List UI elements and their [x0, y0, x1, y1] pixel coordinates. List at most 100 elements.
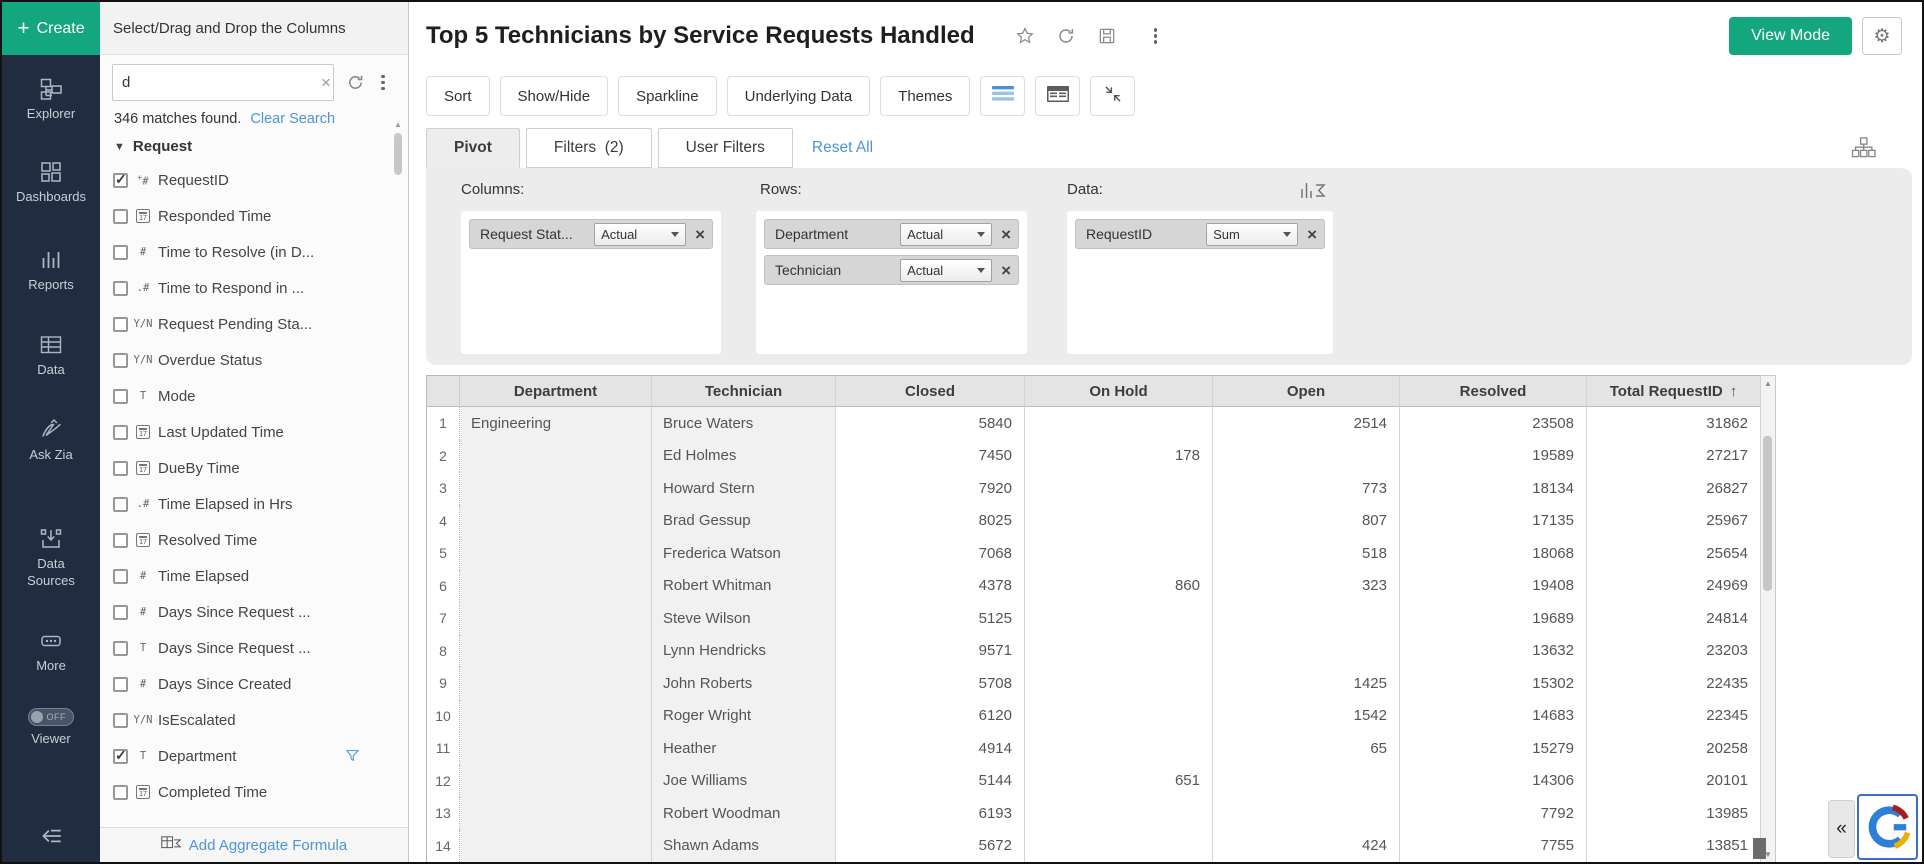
field-checkbox[interactable] [113, 496, 128, 512]
column-header-open[interactable]: Open [1213, 376, 1400, 407]
field-checkbox[interactable] [113, 388, 128, 404]
scroll-thumb[interactable] [394, 133, 402, 175]
panel-menu-icon[interactable] [377, 70, 389, 95]
search-input[interactable] [122, 74, 321, 91]
field-checkbox[interactable] [113, 244, 128, 260]
pivot-field-chip[interactable]: Request Stat... Actual × [469, 219, 713, 249]
field-list-item[interactable]: # Days Since Created [100, 666, 408, 702]
field-checkbox[interactable] [113, 712, 128, 728]
field-list-item[interactable]: .# Time Elapsed in Hrs [100, 486, 408, 522]
search-box[interactable]: × [112, 64, 334, 101]
filter-funnel-icon[interactable] [345, 748, 360, 763]
field-list-item[interactable]: # Time to Resolve (in D... [100, 234, 408, 270]
clear-search-icon[interactable]: × [321, 73, 331, 92]
field-list-item[interactable]: T Days Since Request ... [100, 630, 408, 666]
kebab-menu-icon[interactable] [1150, 24, 1162, 49]
pivot-field-chip[interactable]: Technician Actual × [764, 255, 1019, 285]
field-checkbox[interactable] [113, 532, 128, 548]
field-checkbox[interactable] [113, 316, 128, 332]
field-checkbox[interactable] [113, 424, 128, 440]
collapse-rail-button[interactable] [2, 823, 100, 854]
column-header-technician[interactable]: Technician [652, 376, 836, 407]
grid-view-button[interactable] [980, 76, 1026, 116]
pivot-data-dropzone[interactable]: RequestID Sum × [1067, 211, 1333, 354]
field-list-item[interactable]: T Department [100, 738, 408, 774]
save-icon[interactable] [1097, 26, 1117, 46]
viewer-toggle[interactable]: OFF [28, 708, 74, 726]
scroll-up-icon[interactable]: ▲ [394, 120, 402, 129]
column-header-resolved[interactable]: Resolved [1400, 376, 1587, 407]
create-button[interactable]: + Create [2, 2, 100, 55]
remove-chip-icon[interactable]: × [1001, 260, 1011, 280]
summary-sigma-icon[interactable] [1299, 180, 1327, 201]
sidebar-item-data[interactable]: Data [37, 333, 65, 378]
sidebar-item-explorer[interactable]: Explorer [27, 77, 75, 122]
column-header-on-hold[interactable]: On Hold [1025, 376, 1213, 407]
field-list-item[interactable]: Y/N Request Pending Sta... [100, 306, 408, 342]
sidebar-item-dashboards[interactable]: Dashboards [16, 160, 86, 205]
field-list-item[interactable]: .# Time to Respond in ... [100, 270, 408, 306]
tab-filters[interactable]: Filters (2) [525, 128, 652, 168]
zoho-logo[interactable] [1857, 794, 1918, 860]
column-header-closed[interactable]: Closed [836, 376, 1025, 407]
compact-grid-view-button[interactable] [1035, 76, 1081, 116]
remove-chip-icon[interactable]: × [1001, 224, 1011, 244]
collapse-panel-button[interactable]: « [1828, 800, 1855, 858]
sidebar-item-more[interactable]: More [36, 629, 66, 674]
field-checkbox[interactable] [113, 747, 128, 764]
view-mode-button[interactable]: View Mode [1729, 17, 1852, 55]
table-vertical-scrollbar[interactable]: ▲ ▼ [1761, 375, 1776, 862]
section-request[interactable]: ▼ Request [114, 138, 408, 155]
field-list-item[interactable]: Y/N Overdue Status [100, 342, 408, 378]
panel-scrollbar[interactable]: ▲ [393, 120, 403, 175]
field-checkbox[interactable] [113, 604, 128, 620]
reset-all-link[interactable]: Reset All [811, 139, 874, 156]
show-hide-button[interactable]: Show/Hide [499, 76, 609, 116]
field-checkbox[interactable] [113, 171, 128, 188]
pivot-columns-dropzone[interactable]: Request Stat... Actual × [461, 211, 721, 354]
field-list-item[interactable]: 17 Resolved Time [100, 522, 408, 558]
tab-pivot[interactable]: Pivot [426, 128, 520, 168]
field-checkbox[interactable] [113, 640, 128, 656]
field-list-item[interactable]: # Time Elapsed [100, 558, 408, 594]
pivot-rows-dropzone[interactable]: Department Actual × Technician Actual × [756, 211, 1027, 354]
field-checkbox[interactable] [113, 280, 128, 296]
sidebar-item-reports[interactable]: Reports [28, 248, 74, 293]
field-list-item[interactable]: T Mode [100, 378, 408, 414]
hierarchy-icon[interactable] [1851, 136, 1876, 159]
star-icon[interactable] [1015, 26, 1035, 46]
field-list-item[interactable]: Y/N IsEscalated [100, 702, 408, 738]
remove-chip-icon[interactable]: × [695, 224, 705, 244]
sidebar-item-data-sources[interactable]: Data Sources [15, 527, 87, 589]
aggregation-select[interactable]: Actual [900, 222, 993, 246]
field-checkbox[interactable] [113, 208, 128, 224]
field-list-item[interactable]: # Days Since Request ... [100, 594, 408, 630]
field-checkbox[interactable] [113, 676, 128, 692]
sparkline-button[interactable]: Sparkline [618, 76, 717, 116]
pivot-field-chip[interactable]: RequestID Sum × [1075, 219, 1325, 249]
field-list-item[interactable]: 17 Last Updated Time [100, 414, 408, 450]
aggregation-select[interactable]: Actual [594, 222, 687, 246]
sidebar-item-ask-zia[interactable]: Ask Zia [29, 418, 73, 463]
refresh-icon[interactable] [1056, 26, 1076, 46]
collapse-view-button[interactable] [1090, 76, 1136, 116]
aggregation-select[interactable]: Actual [900, 258, 993, 282]
remove-chip-icon[interactable]: × [1307, 224, 1317, 244]
column-header-department[interactable]: Department [460, 376, 652, 407]
scroll-up-icon[interactable]: ▲ [1764, 379, 1772, 388]
field-checkbox[interactable] [113, 568, 128, 584]
clear-search-link[interactable]: Clear Search [250, 111, 336, 127]
field-list-item[interactable]: 17 Completed Time [100, 774, 408, 810]
themes-button[interactable]: Themes [880, 76, 971, 116]
column-header-total-requestid[interactable]: Total RequestID ↑ [1587, 376, 1761, 407]
aggregation-select[interactable]: Sum [1206, 222, 1299, 246]
scroll-down-icon[interactable]: ▼ [1764, 850, 1772, 859]
add-aggregate-formula-button[interactable]: Add Aggregate Formula [100, 827, 408, 862]
field-checkbox[interactable] [113, 784, 128, 800]
field-checkbox[interactable] [113, 352, 128, 368]
refresh-columns-icon[interactable] [346, 73, 365, 92]
field-list-item[interactable]: 17 Responded Time [100, 198, 408, 234]
scroll-thumb[interactable] [1763, 436, 1772, 591]
field-list-item[interactable]: +# RequestID [100, 162, 408, 198]
field-list-item[interactable]: 17 DueBy Time [100, 450, 408, 486]
